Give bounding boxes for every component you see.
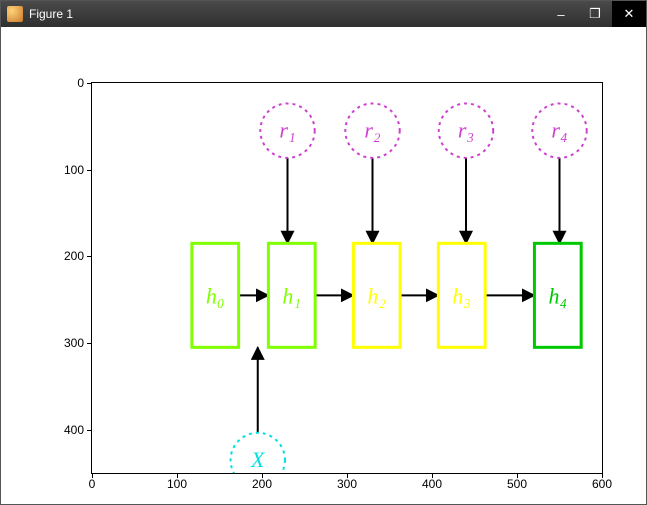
node-label: r₂ [364, 118, 381, 143]
node-label: h₂ [367, 283, 386, 308]
y-tick-label: 100 [64, 163, 84, 177]
maximize-button[interactable]: ❐ [578, 1, 612, 27]
node-label: h₁ [282, 283, 301, 308]
node-label: X [250, 447, 266, 472]
x-tick-label: 200 [252, 477, 272, 491]
minimize-button[interactable]: – [544, 1, 578, 27]
x-tick-label: 400 [422, 477, 442, 491]
x-tick-label: 600 [592, 477, 612, 491]
x-tick-label: 500 [507, 477, 527, 491]
titlebar[interactable]: Figure 1 – ❐ ✕ [1, 1, 646, 27]
app-icon [7, 6, 23, 22]
close-button[interactable]: ✕ [612, 1, 646, 27]
y-tick-label: 300 [64, 336, 84, 350]
window-title: Figure 1 [29, 7, 544, 21]
plot-area: h₀h₁h₂h₃h₄r₁r₂r₃r₄X 01002003004005006000… [91, 82, 603, 474]
y-tick-label: 400 [64, 423, 84, 437]
window-buttons: – ❐ ✕ [544, 1, 646, 27]
figure-canvas: h₀ h₁ h₂ h₃ h₄ r₁ r₂ r₃ r₄ X 0 100 200 300 400 500 600 0… [1, 27, 646, 504]
node-label: r₁ [279, 118, 295, 143]
node-label: r₄ [551, 118, 567, 143]
x-tick-label: 0 [89, 477, 96, 491]
node-label: h₀ [206, 283, 225, 308]
x-tick-label: 100 [167, 477, 187, 491]
y-tick-label: 200 [64, 249, 84, 263]
node-label: h₄ [548, 283, 567, 308]
x-tick-label: 300 [337, 477, 357, 491]
network-diagram: h₀ h₁ h₂ h₃ h₄ r₁ r₂ r₃ r₄ X [92, 83, 602, 473]
y-tick-label: 0 [77, 76, 84, 90]
node-label: h₃ [452, 283, 471, 308]
figure-window: Figure 1 – ❐ ✕ h₀ h₁ h₂ h₃ h₄ r₁ r₂ r₃ r₄ X 0 100 2… [0, 0, 647, 505]
node-label: r₃ [458, 118, 474, 143]
